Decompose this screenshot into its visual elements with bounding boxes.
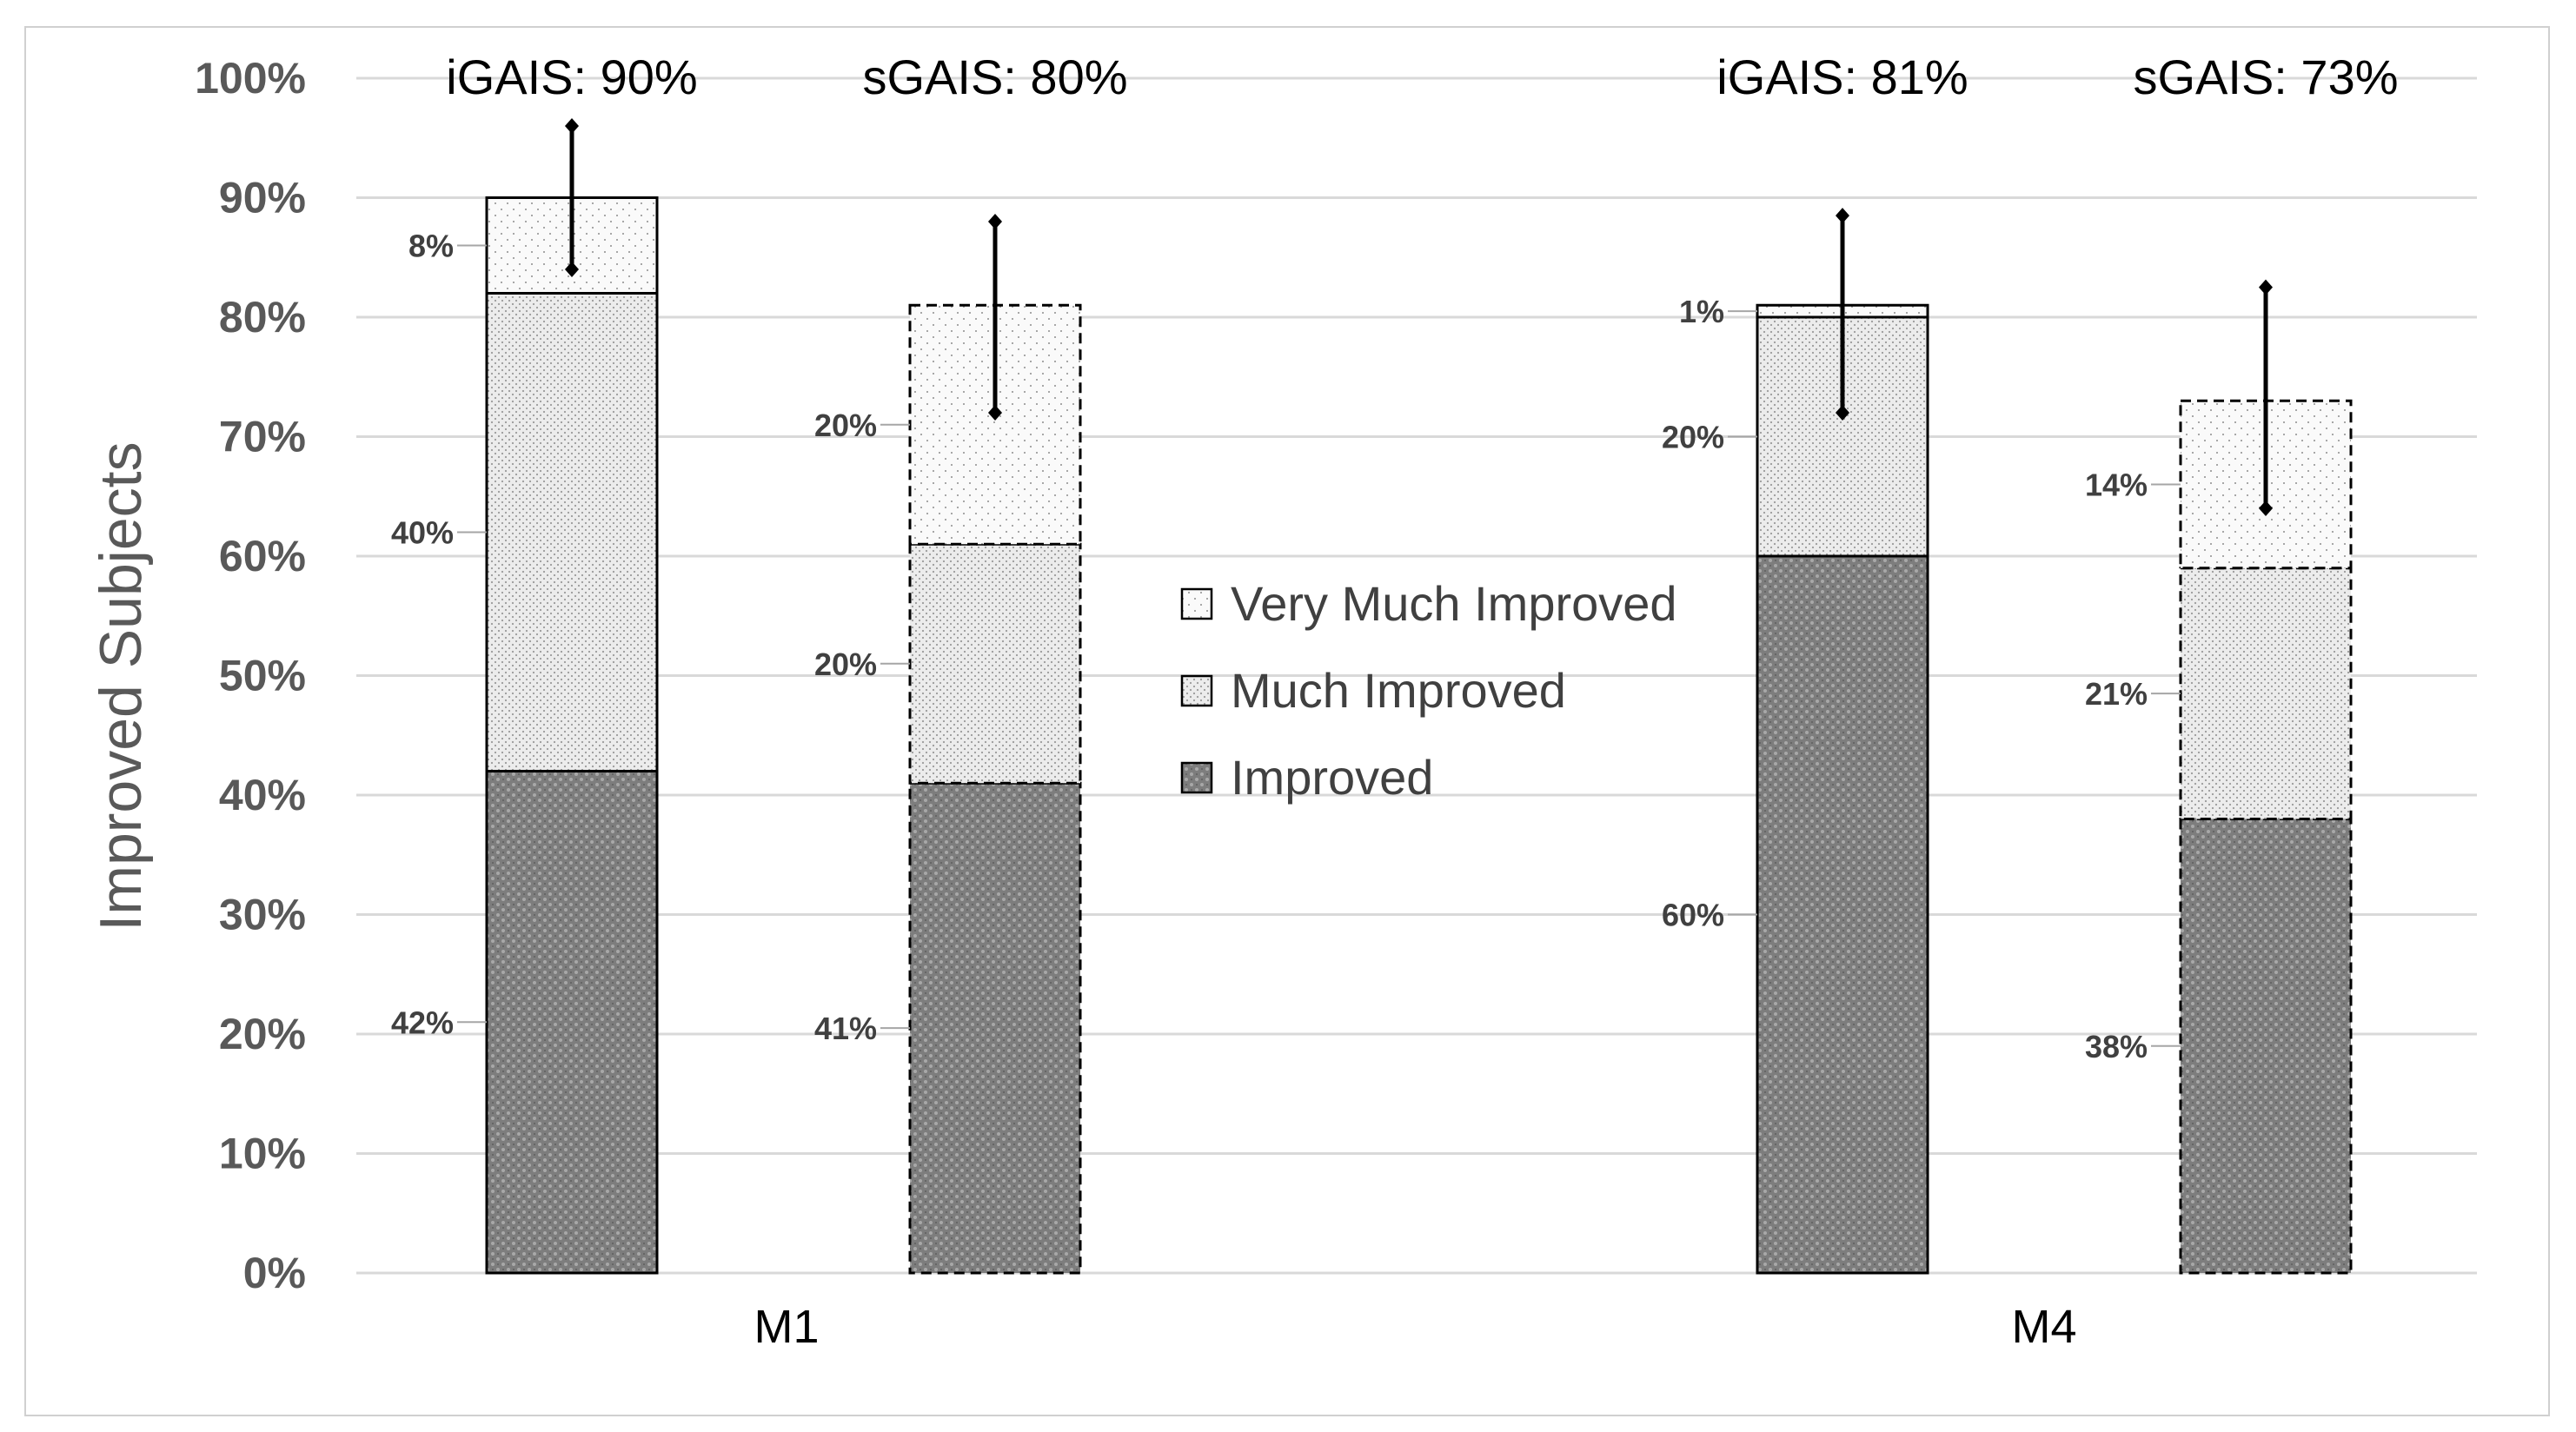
bar-segment-m4-igais-improved [1756,554,1929,1275]
bar-segment-m4-sgais-improved [2179,818,2353,1275]
y-tick-label: 80% [219,293,306,341]
bars: M1 42% 40% 8% iGAIS: 90% 41% 20% 20% sGAIS: 80% M… [391,50,2399,1353]
error-bar-cap-m4-sgais-low [2259,501,2273,516]
legend-swatch-improved [1180,761,1213,794]
y-tick-label: 100% [195,54,306,103]
bar-segment-m1-igais-much [485,292,659,772]
data-label-m4-sgais-very: 14% [2085,467,2148,503]
y-axis-ticks: 0% 10% 20% 30% 40% 50% 60% 70% 80% 90% 100% [195,54,306,1297]
y-tick-label: 10% [219,1130,306,1178]
data-label-m4-igais-very: 1% [1679,294,1724,329]
legend-label-much-improved: Much Improved [1231,663,1566,718]
bar-header-m4-igais: iGAIS: 81% [1716,50,1968,104]
bar-segment-m1-sgais-much [908,542,1082,785]
data-label-m4-igais-much: 20% [1662,420,1724,455]
legend-swatch-very-much-improved [1180,587,1213,620]
category-label-m4: M4 [2011,1301,2076,1353]
error-bar-cap-m4-igais-low [1836,405,1849,421]
y-tick-label: 0% [243,1249,306,1297]
y-tick-label: 30% [219,891,306,939]
y-tick-label: 70% [219,413,306,461]
bar-segment-m1-sgais-improved [908,781,1082,1275]
data-label-m1-sgais-very: 20% [814,408,877,443]
data-label-m4-igais-improved: 60% [1662,898,1724,933]
data-label-m1-igais-very: 8% [408,229,454,264]
bar-segment-m4-sgais-much [2179,567,2353,820]
error-bar-cap-m1-sgais-low [988,405,1002,421]
data-label-m4-sgais-improved: 38% [2085,1029,2148,1064]
error-bar-cap-m4-igais-high [1836,208,1849,224]
bar-header-m1-sgais: sGAIS: 80% [862,50,1127,104]
chart-frame [24,26,2550,1416]
gridlines [356,76,2477,1275]
data-label-m1-sgais-much: 20% [814,646,877,682]
data-label-m1-igais-much: 40% [391,515,454,551]
y-tick-label: 40% [219,771,306,819]
y-tick-label: 90% [219,174,306,222]
y-tick-label: 60% [219,532,306,580]
bar-segment-m1-igais-improved [485,770,659,1275]
legend-label-improved: Improved [1231,750,1433,805]
error-bar-cap-m1-igais-high [565,118,579,134]
error-bar-cap-m1-sgais-high [988,214,1002,229]
legend: Very Much Improved Much Improved Improve… [1180,576,1677,805]
data-label-m4-sgais-much: 21% [2085,676,2148,712]
error-bar-cap-m4-sgais-high [2259,279,2273,295]
y-tick-label: 20% [219,1010,306,1058]
bar-header-m4-sgais: sGAIS: 73% [2133,50,2398,104]
data-label-m1-sgais-improved: 41% [814,1011,877,1046]
legend-label-very-much-improved: Very Much Improved [1231,576,1677,631]
y-tick-label: 50% [219,652,306,700]
error-bar-cap-m1-igais-low [565,262,579,277]
category-label-m1: M1 [754,1301,819,1353]
y-axis-title: Improved Subjects [88,441,154,931]
data-label-m1-igais-improved: 42% [391,1004,454,1040]
legend-swatch-much-improved [1180,674,1213,707]
bar-header-m1-igais: iGAIS: 90% [446,50,697,104]
